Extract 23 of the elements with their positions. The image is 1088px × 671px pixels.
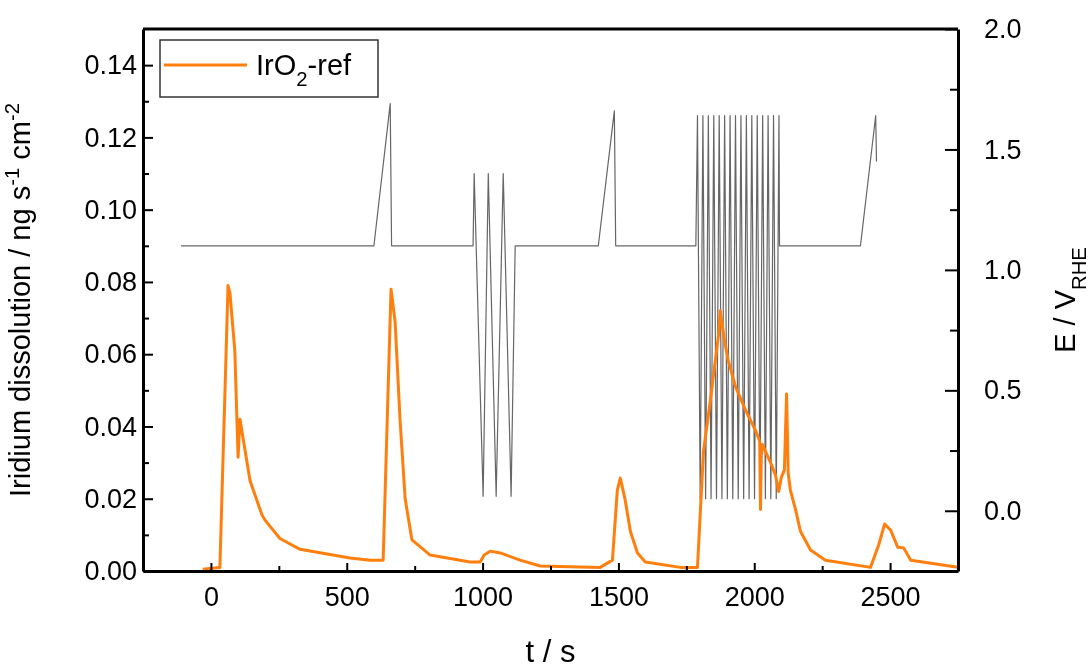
x-tick-label: 500 bbox=[324, 582, 370, 613]
y-tick-label: 0.14 bbox=[84, 50, 137, 81]
x-tick-label: 1500 bbox=[588, 582, 649, 613]
y2-tick-label: 2.0 bbox=[984, 14, 1022, 45]
line-series bbox=[180, 103, 878, 500]
y2-tick-label: 0.5 bbox=[984, 375, 1022, 406]
y-tick-label: 0.08 bbox=[84, 267, 137, 298]
x-tick-label: 2500 bbox=[860, 582, 921, 613]
x-tick-label: 1000 bbox=[453, 582, 514, 613]
y-tick-label: 0.10 bbox=[84, 194, 137, 225]
y-tick-label: 0.06 bbox=[84, 339, 137, 370]
x-tick-label: 0 bbox=[203, 582, 219, 613]
line-series bbox=[201, 284, 958, 571]
y-tick-label: 0.00 bbox=[84, 556, 137, 587]
y2-tick-label: 1.0 bbox=[984, 255, 1022, 286]
y-tick-label: 0.04 bbox=[84, 411, 137, 442]
x-tick-label: 2000 bbox=[724, 582, 785, 613]
y2-tick-label: 0.0 bbox=[984, 495, 1022, 526]
legend-label: IrO$_{2}$-ref bbox=[256, 49, 353, 90]
x-axis-title: t / s bbox=[525, 634, 576, 669]
y-tick-label: 0.02 bbox=[84, 483, 137, 514]
y2-tick-label: 1.5 bbox=[984, 134, 1022, 165]
y-tick-label: 0.12 bbox=[84, 122, 137, 153]
